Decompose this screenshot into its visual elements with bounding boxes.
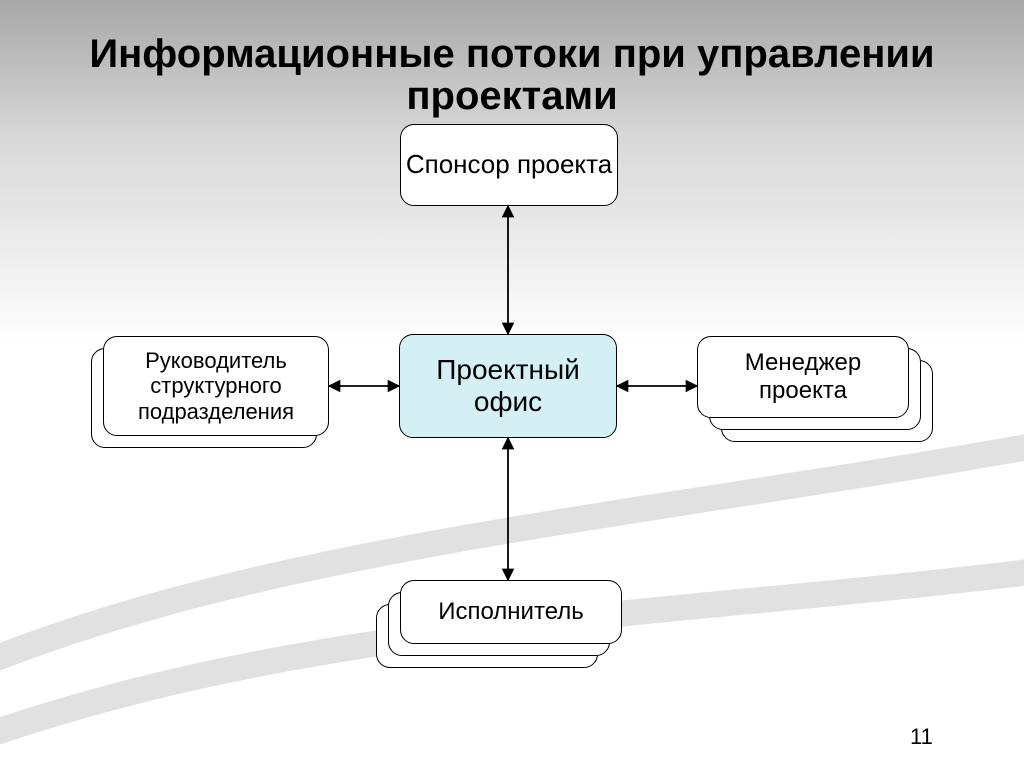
node-executor-label: Исполнитель: [438, 598, 584, 626]
node-sponsor-label: Спонсор проекта: [406, 150, 612, 180]
node-manager: Менеджер проекта: [697, 336, 909, 418]
node-head-label: Руководитель структурного подразделения: [104, 348, 328, 424]
page-number: 11: [910, 724, 933, 750]
node-sponsor: Спонсор проекта: [400, 124, 618, 206]
slide: Информационные потоки при управлении про…: [0, 0, 1024, 767]
node-manager-label: Менеджер проекта: [698, 349, 908, 404]
node-executor: Исполнитель: [400, 580, 622, 644]
node-head: Руководитель структурного подразделения: [103, 336, 329, 436]
node-office-label: Проектный офис: [400, 354, 616, 418]
slide-title: Информационные потоки при управлении про…: [0, 33, 1024, 117]
node-office: Проектный офис: [399, 334, 617, 438]
